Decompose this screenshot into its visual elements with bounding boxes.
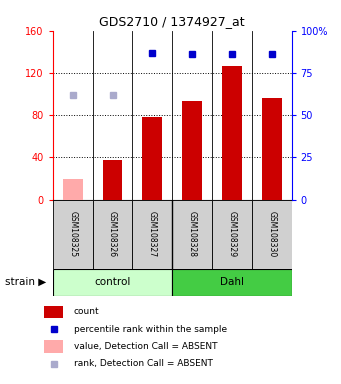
Text: strain ▶: strain ▶	[5, 277, 46, 287]
Bar	[182, 101, 202, 200]
Text: GSM108329: GSM108329	[227, 211, 236, 257]
Bar	[132, 200, 172, 269]
Title: GDS2710 / 1374927_at: GDS2710 / 1374927_at	[99, 15, 245, 28]
Bar	[44, 306, 63, 318]
Text: GSM108330: GSM108330	[267, 211, 276, 257]
Text: GSM108327: GSM108327	[148, 211, 157, 257]
Bar	[103, 160, 122, 200]
Bar	[93, 200, 132, 269]
Bar	[252, 200, 292, 269]
Bar	[53, 269, 172, 296]
Bar	[222, 66, 242, 200]
Text: value, Detection Call = ABSENT: value, Detection Call = ABSENT	[74, 342, 218, 351]
Text: percentile rank within the sample: percentile rank within the sample	[74, 325, 227, 334]
Bar	[44, 340, 63, 353]
Text: count: count	[74, 308, 100, 316]
Text: rank, Detection Call = ABSENT: rank, Detection Call = ABSENT	[74, 359, 213, 368]
Bar	[262, 98, 282, 200]
Text: GSM108326: GSM108326	[108, 211, 117, 257]
Bar	[53, 200, 93, 269]
Bar	[63, 179, 83, 200]
Text: Dahl: Dahl	[220, 277, 244, 287]
Bar	[172, 200, 212, 269]
Bar	[172, 269, 292, 296]
Text: GSM108328: GSM108328	[188, 211, 197, 257]
Text: GSM108325: GSM108325	[68, 211, 77, 257]
Bar	[212, 200, 252, 269]
Text: control: control	[94, 277, 131, 287]
Bar	[143, 117, 162, 200]
